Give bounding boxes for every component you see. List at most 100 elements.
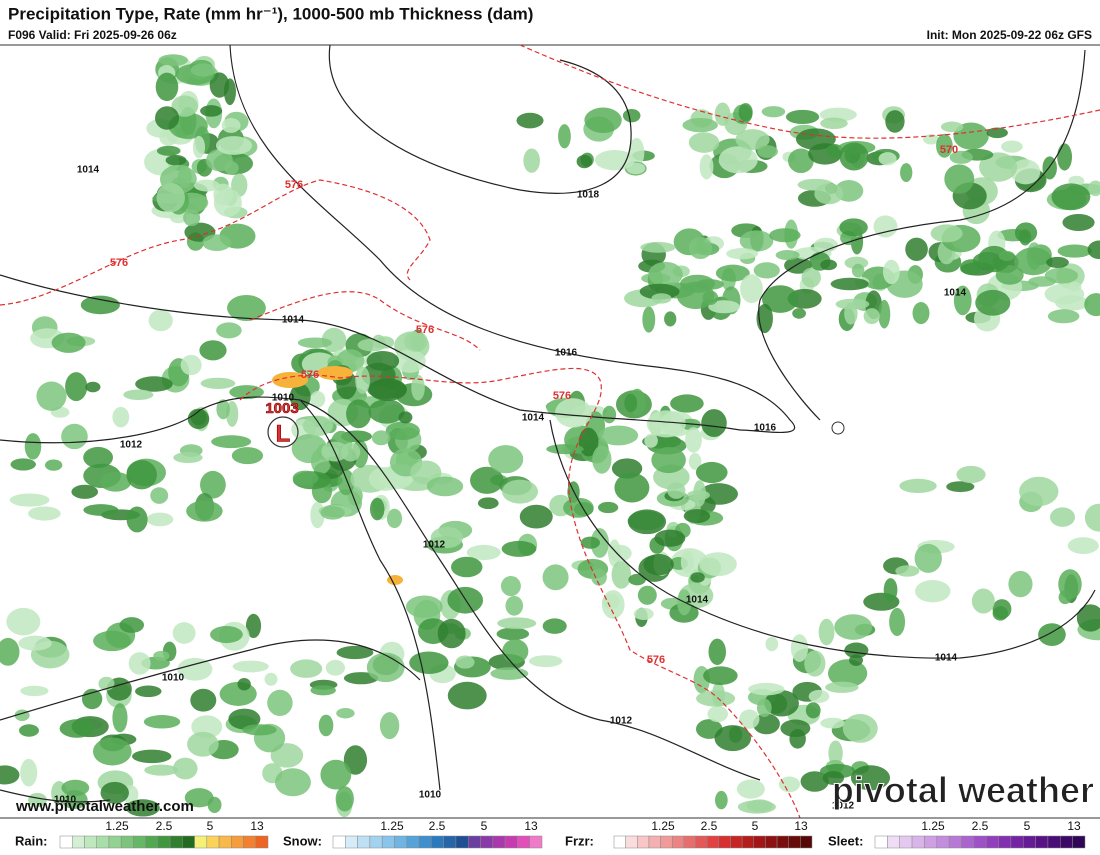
precip-cell [739, 709, 760, 729]
legend-tick-label: 2.5 [972, 819, 989, 833]
precip-cell [505, 595, 524, 616]
legend-swatch [741, 835, 755, 849]
precip-cell [336, 708, 355, 719]
precip-cell [905, 237, 928, 261]
precip-cell [944, 164, 975, 194]
precip-cell [834, 614, 873, 640]
legend-swatch [157, 835, 171, 849]
precip-cell [873, 215, 898, 238]
precip-cell [960, 259, 983, 275]
precip-cell [746, 799, 773, 813]
legend-swatch [948, 835, 962, 849]
precip-cell [628, 573, 646, 586]
legend-tick-label: 5 [752, 819, 759, 833]
precip-cell [1014, 247, 1053, 276]
precip-cell [264, 672, 278, 686]
precip-cell [1049, 507, 1076, 527]
precip-cell [61, 423, 88, 450]
precip-cell [496, 627, 530, 641]
legend-swatch [194, 835, 208, 849]
precip-cell [85, 381, 101, 393]
precip-cell [598, 425, 639, 446]
legend-swatch [108, 835, 122, 849]
legend-swatch [973, 835, 987, 849]
precip-cell [912, 301, 930, 325]
precip-cell [183, 209, 201, 227]
legend-swatch [753, 835, 766, 849]
precip-cell [1055, 295, 1089, 311]
precip-cell [192, 135, 206, 159]
precip-cell [51, 332, 86, 353]
legend-swatch [381, 835, 395, 849]
legend-swatch [357, 835, 371, 849]
precip-cell [592, 445, 612, 474]
precip-cell [59, 719, 95, 738]
legend-swatch [874, 835, 888, 849]
legend: Rain: 1.25 2.5 5 13 Snow: 1.25 2.5 5 13 Frzr: 1.25 2… [15, 819, 1086, 849]
precip-cell [398, 411, 413, 424]
precip-cell [651, 293, 672, 304]
precip-cell [477, 497, 499, 510]
legend-swatch [1010, 835, 1024, 849]
precip-cell [135, 685, 162, 698]
isobar-label: 1010 [54, 795, 77, 806]
precip-cell [61, 779, 90, 797]
precip-cell [386, 508, 403, 529]
website: www.pivotalweather.com [15, 798, 194, 815]
legend-swatch [332, 835, 346, 849]
precip-cell [451, 556, 483, 578]
precip-cell [708, 638, 726, 665]
legend-swatch [345, 835, 358, 849]
precip-cell [150, 487, 169, 504]
isobar-label: 1010 [162, 673, 185, 684]
precip-cell [998, 250, 1015, 262]
precip-cell [497, 617, 537, 630]
precip-cell [1084, 503, 1100, 532]
precip-cell [850, 765, 890, 791]
precip-cell [895, 565, 920, 577]
precip-cell [800, 771, 829, 792]
precip-cell [914, 543, 942, 573]
legend-swatch [998, 835, 1012, 849]
thickness-label: 576 [416, 324, 434, 336]
legend-tick-label: 5 [481, 819, 488, 833]
precip-cell [1010, 159, 1041, 185]
precip-cell [310, 390, 326, 408]
legend-name: Sleet: [828, 833, 863, 848]
precip-cell [680, 550, 694, 574]
precip-cell [611, 560, 632, 589]
legend-swatch [455, 835, 469, 849]
legend-name: Rain: [15, 833, 48, 848]
precip-cell [953, 285, 972, 316]
precip-cell [775, 250, 800, 261]
precip-cell [215, 136, 253, 155]
precip-cell [761, 106, 786, 118]
precip-cell [232, 660, 269, 673]
precip-cell [654, 529, 686, 547]
precip-cell [119, 617, 145, 633]
precip-cell [165, 155, 187, 166]
precip-cell [614, 472, 650, 503]
init-time: Init: Mon 2025-09-22 06z GFS [927, 28, 1092, 42]
precip-cell [979, 152, 1018, 182]
isobar-label: 1012 [832, 801, 855, 812]
logo: pivotal weather [832, 770, 1094, 811]
precip-cell [748, 682, 785, 696]
legend-swatch [443, 835, 457, 849]
precip-cell [466, 544, 501, 561]
precip-cell [100, 781, 129, 804]
precip-cell [726, 248, 759, 260]
precip-cell [65, 372, 88, 402]
precip-cell [6, 607, 41, 636]
legend-swatch [936, 835, 950, 849]
precip-cell [80, 295, 120, 315]
precip-cell [187, 731, 219, 757]
precip-cell [736, 779, 765, 799]
precip-cell [624, 393, 638, 413]
precip-cell [822, 771, 845, 785]
precip-cell [335, 786, 354, 812]
precip-cell [170, 212, 187, 224]
precip-cell [155, 72, 179, 102]
precip-cell [488, 445, 524, 474]
legend-swatch [394, 835, 408, 849]
